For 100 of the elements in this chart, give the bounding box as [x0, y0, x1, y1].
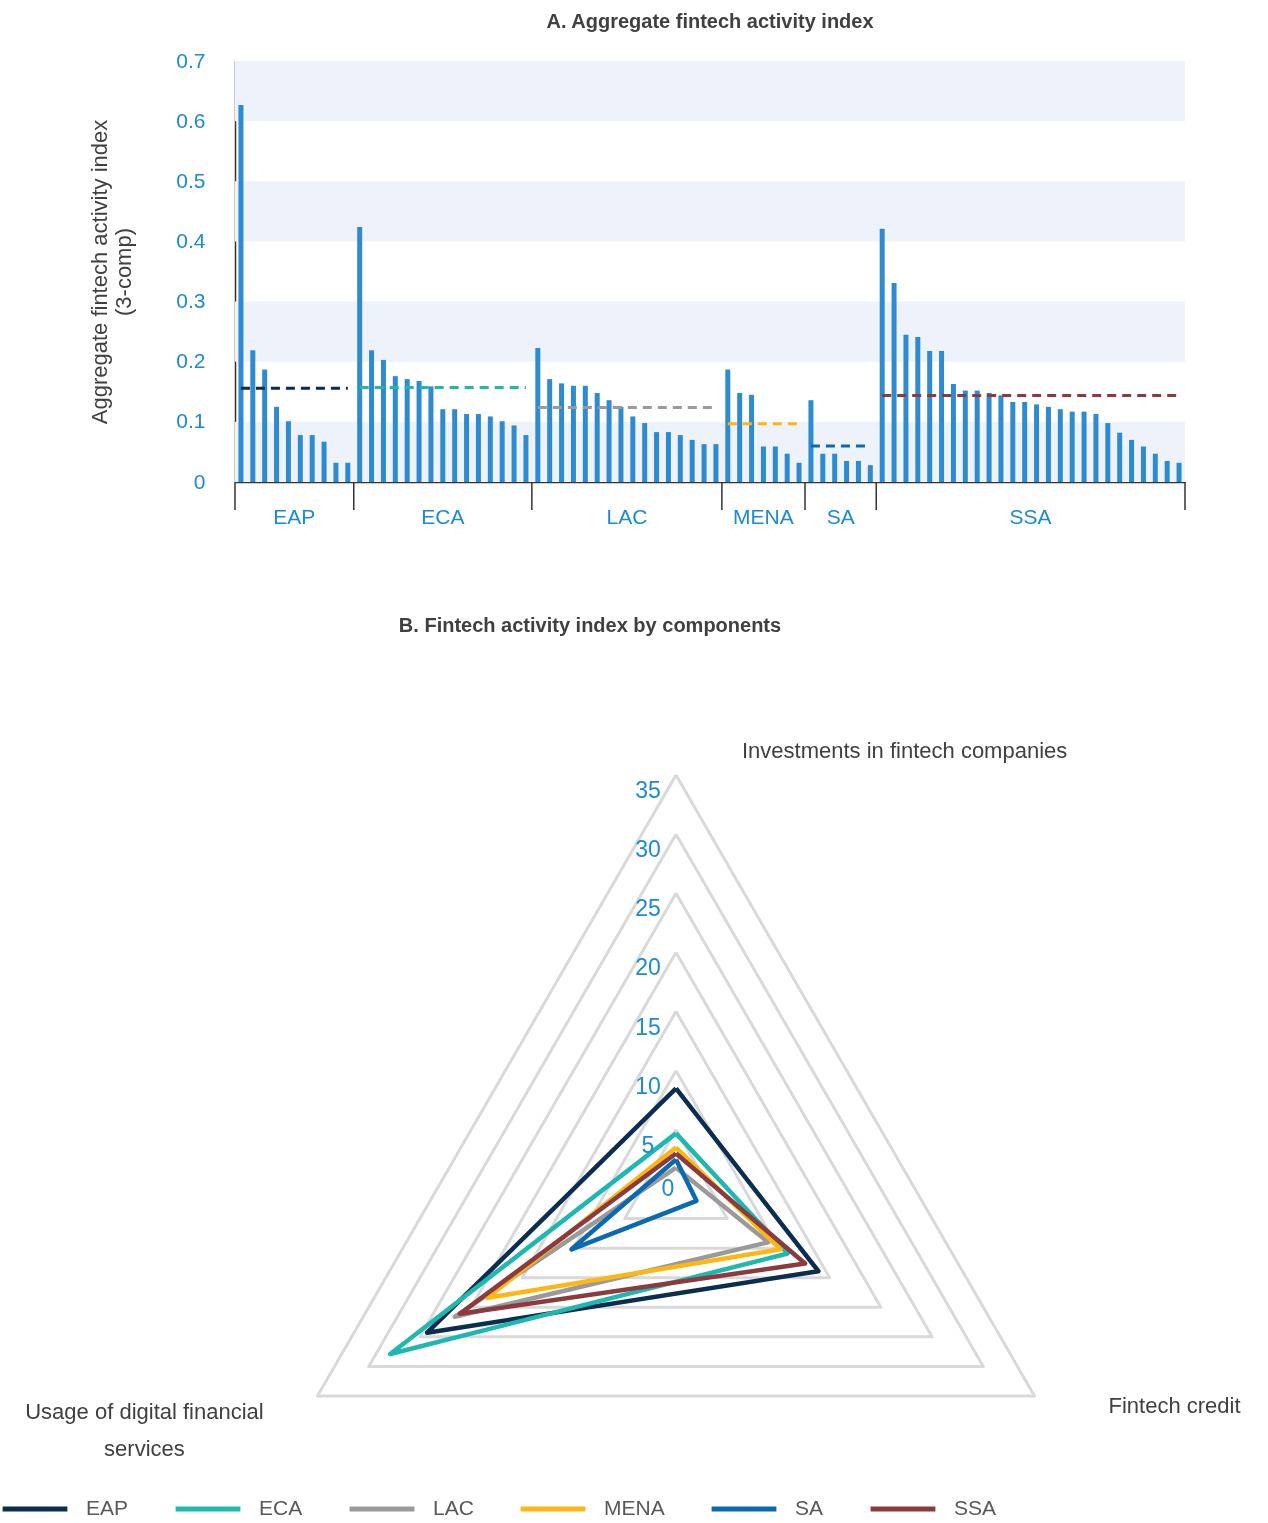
chart-title: A. Aggregate fintech activity index	[546, 10, 874, 32]
y-tick-label: 0	[661, 1175, 675, 1201]
bar	[1093, 414, 1099, 482]
y-tick-label: 10	[635, 1072, 661, 1099]
bar	[1129, 439, 1135, 482]
bar	[475, 414, 481, 482]
bar	[416, 380, 422, 482]
y-tick-label: 0.5	[176, 168, 206, 192]
bar	[879, 228, 885, 482]
bar	[654, 432, 660, 482]
y-tick-label: 35	[635, 777, 661, 803]
bar	[713, 444, 719, 482]
y-tick-label: 0.2	[176, 349, 206, 373]
bar	[547, 379, 553, 482]
y-axis-title: Aggregate fintech activity index (3-comp)	[87, 119, 137, 425]
bar	[309, 435, 315, 482]
bar	[962, 390, 968, 482]
bar	[1140, 446, 1146, 482]
y-tick-label: 5	[641, 1131, 655, 1158]
bar	[582, 385, 588, 482]
bar	[464, 414, 470, 482]
bar	[523, 435, 529, 482]
bar	[369, 350, 375, 482]
spoke-label: Usage of digital financial services	[25, 1399, 264, 1461]
bar	[665, 432, 671, 482]
bar	[701, 444, 707, 482]
bar	[689, 439, 695, 482]
bar	[772, 446, 778, 482]
spoke-label: Fintech credit	[1108, 1393, 1241, 1418]
text: LAC	[606, 505, 648, 528]
bar	[832, 453, 838, 482]
bar	[630, 416, 636, 482]
bar	[677, 435, 683, 482]
text: EAP	[273, 505, 316, 528]
bar	[380, 359, 386, 482]
y-tick-label: 30	[635, 836, 661, 863]
bar	[392, 376, 398, 482]
bar	[903, 334, 909, 482]
bar	[285, 421, 291, 482]
bar	[760, 446, 766, 482]
bar	[820, 453, 826, 482]
bar	[618, 406, 624, 482]
bar	[1034, 404, 1040, 482]
bar	[606, 400, 612, 482]
text: ECA	[421, 505, 465, 528]
bar	[535, 347, 541, 482]
spoke-label: Investments in fintech companies	[742, 738, 1068, 763]
bar	[1105, 423, 1111, 482]
bar	[974, 390, 980, 482]
bar	[1176, 462, 1182, 482]
y-tick-label: 15	[635, 1013, 661, 1040]
y-tick-label: 0.4	[176, 228, 206, 252]
bar	[321, 441, 327, 482]
bar	[1010, 402, 1016, 482]
bar	[1057, 409, 1063, 482]
bar	[737, 392, 743, 482]
y-tick-label: 0.1	[176, 409, 206, 433]
bar	[428, 386, 434, 482]
bar	[1069, 411, 1075, 482]
bar	[808, 400, 814, 482]
bar	[404, 379, 410, 482]
bar	[1164, 460, 1170, 482]
bar	[1045, 406, 1051, 482]
legend-label: ECA	[259, 1496, 303, 1519]
legend-label: MENA	[604, 1496, 665, 1519]
text: SSA	[1009, 505, 1052, 528]
bar	[1152, 453, 1158, 482]
legend-label: SA	[795, 1496, 824, 1519]
bar	[986, 392, 992, 482]
y-tick-label: 0.3	[176, 289, 206, 313]
bar	[333, 462, 339, 482]
y-tick-label: 0	[193, 469, 206, 493]
bar	[950, 383, 956, 482]
y-tick-label: 0.7	[176, 48, 206, 72]
bar	[867, 465, 873, 482]
bar	[784, 453, 790, 482]
bar	[927, 350, 933, 482]
bar	[939, 350, 945, 482]
y-tick-label: 0.6	[176, 108, 206, 132]
bar	[1081, 411, 1087, 482]
bar	[274, 406, 280, 482]
bar	[499, 421, 505, 482]
legend-label: EAP	[86, 1496, 129, 1519]
bar	[796, 462, 802, 482]
bar	[915, 337, 921, 482]
bar	[238, 104, 244, 482]
bar	[345, 462, 351, 482]
bar	[1022, 402, 1028, 482]
legend-label: SSA	[954, 1496, 997, 1519]
bar	[487, 416, 493, 482]
chart-title: B. Fintech activity index by components	[398, 614, 782, 636]
legend-label: LAC	[433, 1496, 474, 1519]
bar	[855, 460, 861, 482]
bar	[594, 392, 600, 482]
bar	[570, 385, 576, 482]
bar	[297, 435, 303, 482]
text: SA	[826, 505, 855, 528]
bar	[749, 394, 755, 482]
bar	[998, 395, 1004, 482]
bar	[262, 369, 268, 482]
